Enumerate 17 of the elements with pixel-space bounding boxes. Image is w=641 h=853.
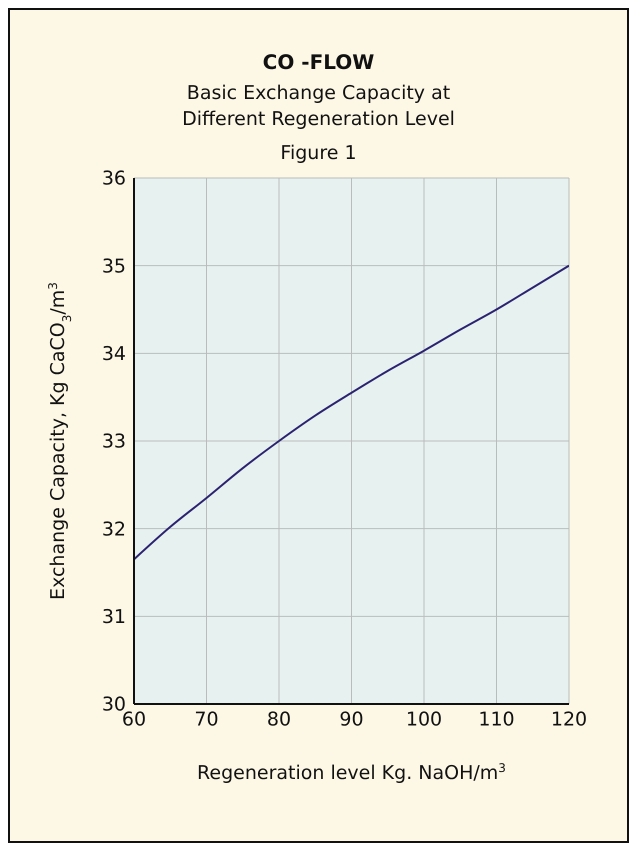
y-tick-label: 35 <box>101 255 126 278</box>
y-tick-label: 36 <box>101 168 126 190</box>
x-tick-label: 120 <box>550 708 587 730</box>
x-tick-label: 80 <box>266 708 291 730</box>
x-tick-label: 70 <box>194 708 218 730</box>
x-tick-label: 90 <box>338 708 364 730</box>
chart-title: CO -FLOW <box>262 50 374 74</box>
x-tick-label: 110 <box>478 708 514 730</box>
y-tick-label: 34 <box>101 343 126 366</box>
y-tick-label: 33 <box>101 430 126 453</box>
x-axis-title: Regeneration level Kg. NaOH/m$^{3}$ <box>196 761 506 784</box>
line-series <box>134 264 568 560</box>
y-tick-label: 32 <box>101 518 126 540</box>
chart-subtitle: Basic Exchange Capacity at Different Regeneration Level <box>181 81 456 132</box>
x-tick-label: 100 <box>405 708 442 730</box>
y-tick-label: 31 <box>101 606 126 628</box>
caption: Figure 1 <box>280 142 357 164</box>
